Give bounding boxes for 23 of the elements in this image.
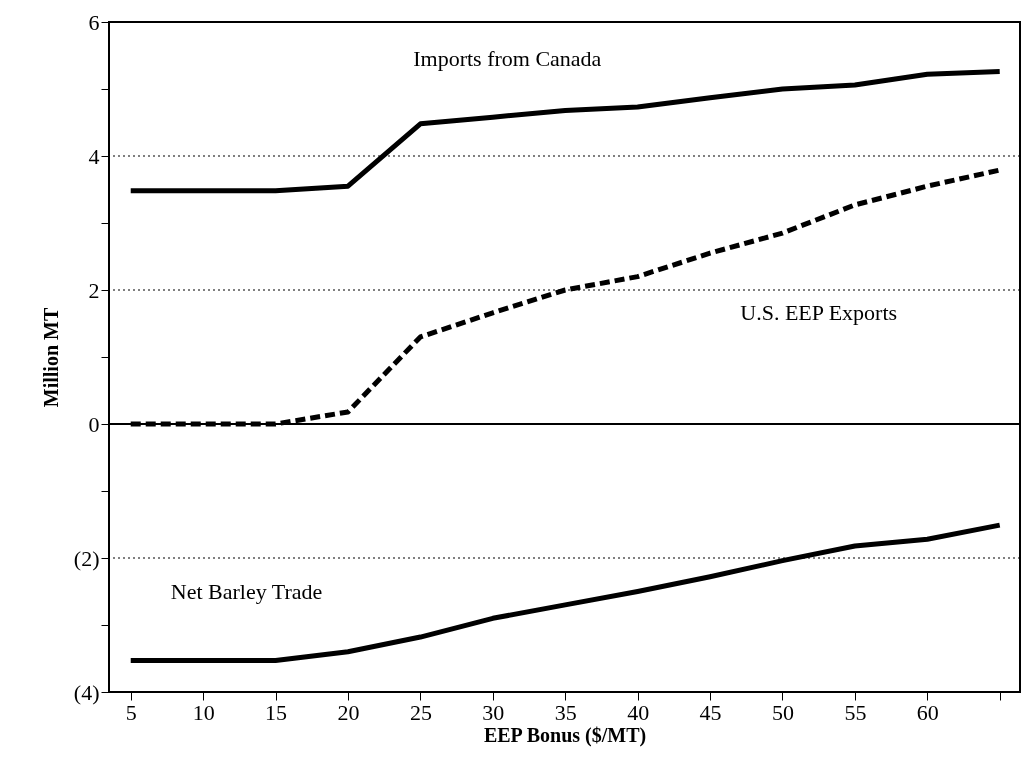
y-tick-label: 4 [88,143,100,169]
x-tick-label: 30 [482,699,505,725]
x-tick-label: 40 [627,699,650,725]
x-tick-label: 55 [844,699,867,725]
x-tick-label: 15 [265,699,288,725]
y-axis-title: Million MT [39,307,62,408]
y-tick-label: 0 [88,411,100,437]
x-axis-title: EEP Bonus ($/MT) [483,723,647,747]
text: Net Barley Trade [170,578,323,604]
y-tick-label: (2) [73,545,100,571]
x-tick-label: 10 [192,699,215,725]
y-tick-label: 6 [88,9,100,35]
y-tick-label: 2 [88,277,100,303]
series-label: Imports from Canada [413,45,602,71]
x-tick-label: 60 [916,699,939,725]
x-tick-label: 50 [771,699,794,725]
x-tick-label: 25 [409,699,432,725]
x-tick-label: 35 [554,699,577,725]
text: U.S. EEP Exports [740,300,898,326]
x-tick-label: 20 [337,699,360,725]
x-tick-label: 45 [699,699,722,725]
x-tick-label: 5 [125,699,137,725]
y-tick-label: (4) [73,679,100,705]
